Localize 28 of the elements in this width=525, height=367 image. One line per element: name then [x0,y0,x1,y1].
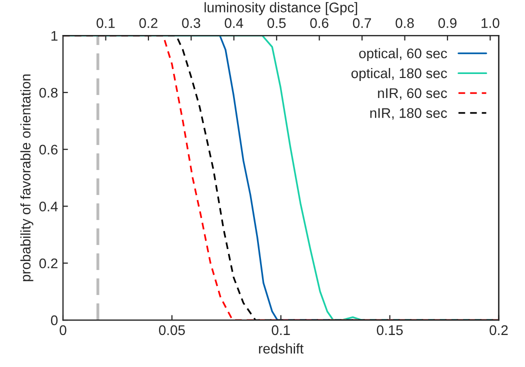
y-tick-label: 0.6 [39,144,58,155]
x2-tick-label: 0.4 [224,18,244,28]
x2-tick-label: 0.8 [396,18,414,28]
x-axis-title: redshift [259,343,304,354]
legend-label: optical, 180 sec [351,68,447,81]
x2-tick-label: 1.0 [482,18,500,28]
x2-tick-label: 0.3 [182,18,200,28]
y-tick-label: 0.4 [39,202,58,212]
y-axis-title: probability of favorable orientation [20,74,34,282]
x-tick-label: 0.1 [272,325,290,336]
legend-label: optical, 60 sec [359,48,447,62]
y-tick-label: 1 [51,31,58,41]
y-tick-label: 0 [50,315,58,326]
x2-tick-label: 0.7 [352,18,371,28]
y-tick-label: 0.2 [39,258,58,268]
x2-tick-label: 0.9 [438,18,456,28]
legend-label: nIR, 60 sec [378,88,447,100]
x2-tick-label: 0.2 [139,18,158,28]
y-tick-label: 0.8 [39,88,58,98]
x2-tick-label: 0.1 [96,18,115,28]
x2-axis-title: luminosity distance [Gpc] [204,2,358,16]
x2-tick-label: 0.6 [310,18,328,28]
legend-label: nIR, 180 sec [370,108,447,120]
x2-tick-label: 0.5 [267,18,286,28]
x-tick-label: 0.15 [376,325,403,336]
x-tick-label: 0.2 [490,325,508,336]
x-tick-label: 0 [60,325,66,336]
x-tick-label: 0.05 [158,325,185,336]
